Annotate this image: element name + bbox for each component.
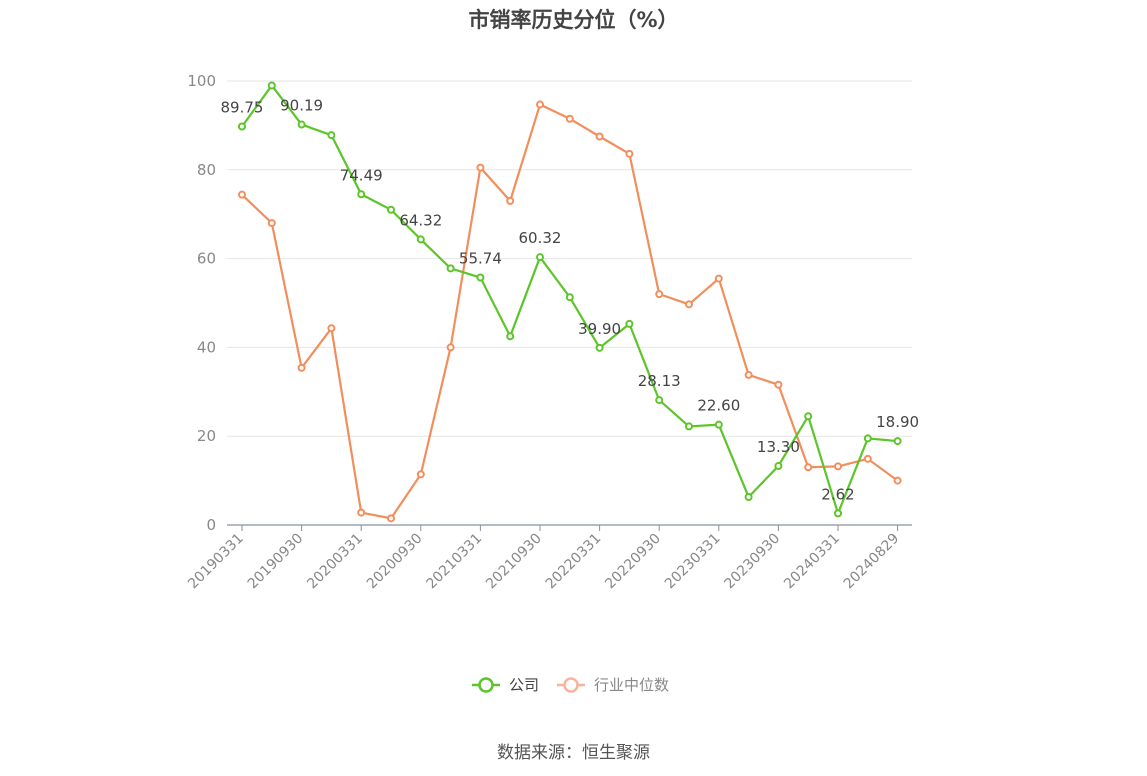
- y-tick-label: 60: [197, 250, 216, 268]
- grid-layer: [227, 80, 912, 526]
- x-tick-label: 20220930: [602, 531, 664, 593]
- x-tick-label: 20240829: [841, 531, 903, 593]
- data-point: [446, 264, 455, 273]
- data-point: [685, 300, 693, 309]
- data-point: [744, 370, 753, 379]
- data-source-note: 数据来源：恒生聚源: [497, 743, 650, 763]
- x-tick-label: 20200930: [364, 531, 426, 593]
- data-label: 18.90: [876, 413, 919, 431]
- data-point: [416, 235, 425, 244]
- x-tick-label: 20220331: [543, 531, 605, 593]
- data-point: [804, 463, 813, 472]
- data-point: [238, 122, 246, 131]
- data-label: 90.19: [280, 97, 323, 115]
- legend[interactable]: 公司 行业中位数: [472, 676, 669, 694]
- x-tick-label: 20210331: [424, 531, 486, 593]
- data-point: [387, 205, 395, 214]
- data-point: [536, 253, 544, 262]
- series-layer: [238, 81, 902, 523]
- data-point: [297, 120, 306, 129]
- data-point: [625, 149, 634, 158]
- data-point: [774, 380, 783, 389]
- data-label: 89.75: [221, 99, 264, 117]
- data-point: [655, 290, 664, 299]
- data-point: [685, 422, 693, 431]
- data-point: [297, 363, 306, 372]
- data-point: [327, 131, 336, 140]
- data-point: [565, 114, 574, 123]
- legend-marker: [563, 677, 579, 693]
- y-tick-label: 80: [197, 161, 216, 179]
- data-point: [357, 508, 366, 517]
- legend-label: 公司: [509, 676, 539, 694]
- y-tick-label: 40: [197, 338, 216, 356]
- data-label: 60.32: [519, 229, 562, 247]
- data-label: 55.74: [459, 250, 502, 268]
- data-point: [416, 470, 425, 479]
- chart-title: 市销率历史分位（%）: [468, 8, 679, 32]
- data-point: [714, 420, 723, 429]
- data-point: [357, 190, 366, 199]
- data-point: [893, 476, 902, 485]
- data-point: [834, 509, 842, 518]
- data-point: [804, 412, 813, 421]
- x-tick-label: 20210930: [483, 531, 545, 593]
- data-point: [267, 81, 276, 90]
- data-point: [655, 396, 664, 405]
- data-point: [238, 190, 246, 199]
- data-point: [863, 454, 872, 463]
- y-tick-label: 20: [197, 427, 216, 445]
- data-label: 64.32: [399, 211, 442, 229]
- x-tick-label: 20230930: [722, 531, 784, 593]
- data-point: [595, 343, 604, 352]
- data-label: 22.60: [697, 397, 740, 415]
- data-point: [565, 293, 574, 302]
- data-label: 74.49: [340, 166, 383, 184]
- y-tick-label: 0: [206, 516, 216, 534]
- data-label: 13.30: [757, 438, 800, 456]
- x-tick-label: 20200331: [304, 531, 366, 593]
- data-point: [446, 343, 455, 352]
- data-label: 39.90: [578, 320, 621, 338]
- legend-label: 行业中位数: [594, 676, 669, 694]
- x-tick-label: 20190331: [185, 531, 247, 593]
- data-point: [863, 434, 872, 443]
- data-point: [714, 274, 723, 283]
- data-point: [476, 273, 485, 282]
- x-tick-label: 20190930: [245, 531, 307, 593]
- data-point: [893, 437, 902, 446]
- data-point: [506, 332, 515, 341]
- legend-item-industry-median[interactable]: 行业中位数: [557, 676, 669, 694]
- data-point: [834, 462, 842, 471]
- data-label-layer: 89.75 90.19 74.49 64.32 55.74 60.32 39.90 28.13…: [221, 97, 920, 504]
- x-tick-label: 20230331: [662, 531, 724, 593]
- data-point: [774, 461, 783, 470]
- data-label: 28.13: [638, 372, 681, 390]
- x-tick-label: 20240331: [781, 531, 843, 593]
- data-point: [267, 219, 276, 228]
- data-point: [744, 493, 753, 502]
- data-point: [625, 319, 634, 328]
- data-point: [476, 163, 485, 172]
- data-point: [506, 196, 515, 205]
- data-point: [595, 132, 604, 141]
- y-tick-label: 100: [187, 72, 216, 90]
- legend-marker: [478, 677, 494, 693]
- legend-item-company[interactable]: 公司: [472, 676, 539, 694]
- data-label: 2.62: [821, 485, 854, 503]
- data-point: [536, 100, 544, 109]
- data-point: [387, 514, 395, 523]
- data-point: [327, 324, 336, 333]
